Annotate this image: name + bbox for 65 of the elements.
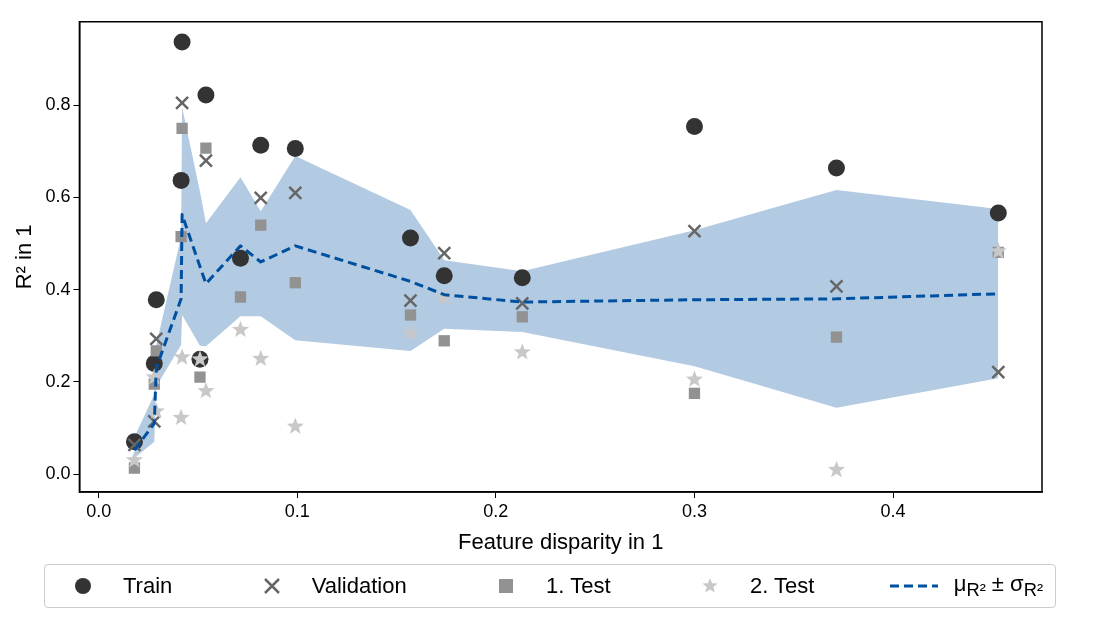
point [234, 291, 247, 303]
point [436, 245, 452, 261]
x-axis-title: Feature disparity in 1 [457, 528, 664, 554]
point [513, 343, 531, 360]
y-tick-label: 0.8 [45, 94, 71, 115]
y-tick-label: 0.0 [45, 462, 71, 483]
y-tick-label: 0.2 [45, 370, 71, 391]
point [685, 370, 704, 387]
point [404, 309, 417, 321]
point [286, 140, 304, 158]
point [688, 387, 701, 400]
point [200, 142, 212, 154]
point [827, 159, 845, 177]
point [149, 331, 164, 347]
point [231, 320, 250, 338]
point [176, 122, 188, 134]
point [829, 279, 844, 294]
point [172, 171, 190, 189]
point [255, 219, 267, 231]
point [435, 267, 453, 285]
point [194, 371, 206, 383]
point [685, 117, 703, 135]
point [830, 331, 843, 343]
point [989, 242, 1007, 259]
y-tick-label: 0.6 [45, 186, 71, 207]
point [991, 364, 1006, 380]
legend-label: μ$_{R²}$ ± σ$_{R²}$ [953, 571, 1043, 602]
point [197, 86, 215, 104]
point [288, 185, 303, 201]
point [401, 229, 419, 247]
point [198, 153, 214, 168]
point [197, 382, 215, 399]
point [516, 311, 528, 323]
point [403, 293, 418, 308]
point [253, 190, 268, 206]
point [286, 417, 304, 434]
x-tick-label: 0.0 [86, 500, 112, 521]
point [289, 277, 301, 289]
legend-label: Validation [311, 573, 407, 600]
legend-label: 2. Test [749, 573, 815, 600]
point [174, 95, 190, 111]
y-tick-label: 0.4 [45, 278, 71, 299]
x-tick-label: 0.1 [284, 500, 310, 521]
legend-label: Train [123, 573, 173, 600]
point [150, 345, 162, 357]
point [127, 437, 142, 453]
point [231, 249, 249, 267]
point [401, 323, 420, 341]
point [173, 33, 191, 51]
point [125, 451, 143, 468]
point [687, 223, 702, 239]
x-tick-label: 0.2 [483, 500, 509, 521]
point [172, 408, 190, 426]
point [173, 348, 191, 365]
x-tick-label: 0.3 [681, 500, 707, 521]
y-axis-title: R² in 1 [11, 224, 37, 290]
point [989, 204, 1007, 222]
point [252, 349, 270, 367]
legend-label: 1. Test [546, 573, 611, 600]
point [252, 136, 270, 154]
point [513, 269, 531, 287]
point [438, 335, 450, 347]
point [147, 291, 165, 309]
x-tick-label: 0.4 [880, 500, 906, 521]
point [827, 460, 846, 478]
